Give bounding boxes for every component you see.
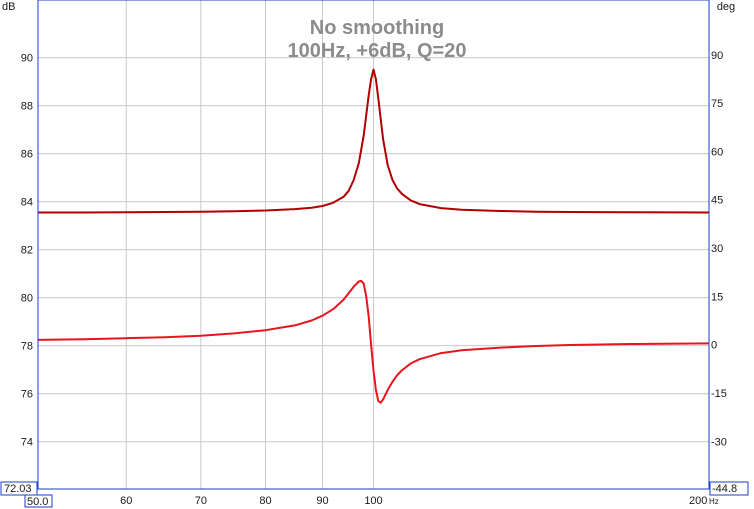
x-range-start-box[interactable]: 50.0 [24,494,53,508]
chart-title: No smoothing [310,17,444,39]
grid [38,0,709,489]
left-tick-label: 84 [21,197,33,209]
left-tick-label: 78 [21,341,33,353]
right-range-box[interactable]: -44.8 [709,481,749,496]
x-tick-label: 60 [120,495,132,507]
left-axis-min-label: 72.03 [4,483,32,495]
right-tick-label: 90 [711,50,723,62]
x-axis-unit: Hz [709,497,719,506]
right-tick-label: -30 [711,436,727,448]
left-tick-label: 90 [21,53,33,65]
x-tick-label: 90 [316,495,328,507]
left-tick-label: 74 [21,437,33,449]
right-tick-label: 45 [711,195,723,207]
x-axis-max-label: 200 [689,495,707,507]
right-tick-label: 0 [711,340,717,352]
left-tick-label: 82 [21,245,33,257]
right-axis-unit: deg [717,1,735,13]
left-tick-label: 86 [21,149,33,161]
right-tick-label: 30 [711,243,723,255]
left-tick-label: 76 [21,389,33,401]
right-tick-label: -15 [711,388,727,400]
right-tick-label: 75 [711,98,723,110]
right-tick-label: 60 [711,146,723,158]
series-lines [37,68,710,404]
right-axis-min-label: -44.8 [712,483,737,495]
left-tick-label: 80 [21,293,33,305]
magnitude-line [38,68,710,214]
right-axis-ticks: -30 -15 0 15 30 45 60 75 90 [711,50,727,449]
x-tick-label: 100 [364,495,382,507]
left-axis-unit: dB [2,1,15,13]
x-axis-ticks: 60 70 80 90 100 [120,495,383,507]
left-tick-label: 88 [21,101,33,113]
x-tick-label: 80 [259,495,271,507]
plot-frame [37,0,710,490]
x-tick-label: 70 [195,495,207,507]
phase-line [37,279,710,404]
right-tick-label: 15 [711,291,723,303]
x-axis-min-label: 50.0 [27,496,48,508]
left-range-box[interactable]: 72.03 [0,481,38,496]
chart-subtitle: 100Hz, +6dB, Q=20 [288,40,467,62]
left-axis-ticks: 74 76 78 80 82 84 86 88 90 [21,53,33,449]
